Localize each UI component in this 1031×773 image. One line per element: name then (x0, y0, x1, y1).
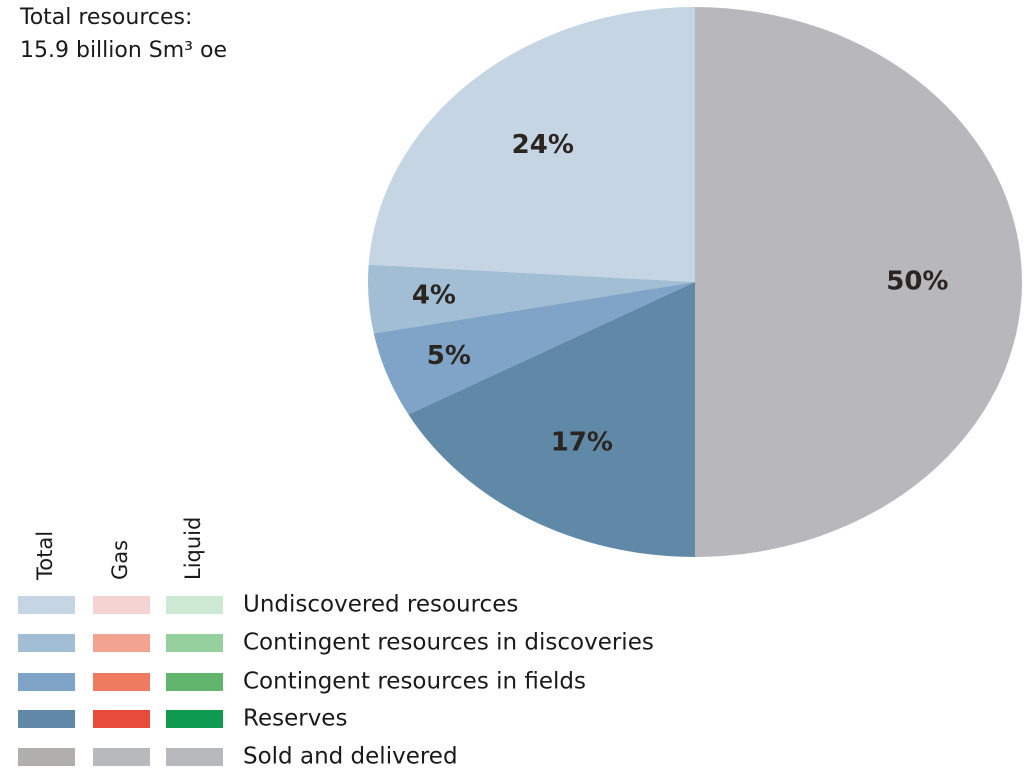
legend-swatch (18, 748, 75, 766)
data-label: 24% (512, 130, 574, 160)
legend-label: Undiscovered resources (243, 592, 518, 618)
data-label: 50% (886, 267, 948, 297)
pie-slice (373, 282, 695, 415)
pie-slice (408, 282, 695, 557)
chart-subtitle: 15.9 billion Sm³ oe (20, 38, 227, 63)
legend-swatch (166, 634, 223, 652)
legend-swatch (18, 710, 75, 728)
legend-swatch (166, 673, 223, 691)
legend-label: Contingent resources in discoveries (243, 630, 654, 656)
legend-swatch (93, 596, 150, 614)
legend-swatch (93, 710, 150, 728)
legend-label: Reserves (243, 706, 347, 732)
legend-swatch (18, 673, 75, 691)
pie-slice (368, 264, 695, 334)
legend-label: Sold and delivered (243, 744, 458, 770)
legend-column-header: Liquid (181, 517, 205, 580)
legend-swatch (166, 710, 223, 728)
legend-swatch (93, 748, 150, 766)
legend-column-header: Gas (108, 540, 132, 580)
data-label: 17% (551, 427, 613, 457)
legend-label: Contingent resources in fields (243, 669, 586, 695)
legend-swatch (166, 748, 223, 766)
legend-column-header: Total (33, 531, 57, 581)
legend-swatch (93, 673, 150, 691)
legend-swatch (18, 596, 75, 614)
data-label: 5% (427, 341, 471, 371)
legend-swatch (18, 634, 75, 652)
legend-swatch (166, 596, 223, 614)
pie-slice (695, 7, 1022, 557)
pie-slice (368, 7, 695, 282)
legend-swatch (93, 634, 150, 652)
data-label: 4% (412, 280, 456, 310)
chart-title: Total resources: (19, 5, 192, 30)
